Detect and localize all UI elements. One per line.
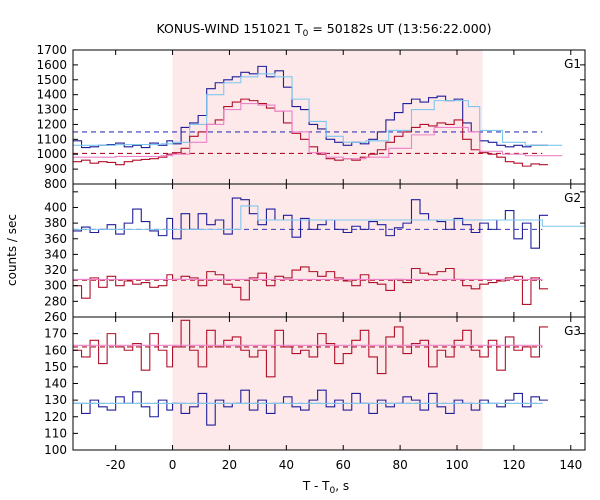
panel-label-g1: G1: [564, 57, 581, 71]
panel-label-g2: G2: [564, 191, 581, 205]
panel-g3-ytick-label-5: 150: [44, 360, 67, 374]
chart-title: KONUS-WIND 151021 T0 = 50182s UT (13:56:…: [156, 21, 491, 39]
panel-g2-ytick-label-6: 380: [44, 216, 67, 230]
axes-layer: 80090010001100120013001400150016001700G1…: [36, 43, 586, 472]
panel-g1-ytick-label-3: 1100: [36, 132, 67, 146]
panel-g2-series: [73, 197, 585, 306]
panel-g2-series-2: [73, 266, 549, 306]
xtick-label-7: 120: [502, 458, 525, 472]
panel-g2-ytick-label-5: 360: [44, 232, 67, 246]
panel-g2-ytick-label-1: 280: [44, 294, 67, 308]
xtick-label-0: -20: [106, 458, 126, 472]
panel-g3-ytick-label-3: 130: [44, 393, 67, 407]
panel-g1-ytick-label-0: 800: [44, 177, 67, 191]
panel-g2-ytick-label-2: 300: [44, 279, 67, 293]
panel-g2-ytick-label-0: 260: [44, 310, 67, 324]
panel-g1-ytick-label-6: 1400: [36, 88, 67, 102]
xtick-label-4: 60: [336, 458, 351, 472]
shaded-interval-layer: [172, 50, 483, 450]
panel-g2-series-1: [73, 205, 585, 230]
panel-g1-series: [73, 65, 563, 167]
panel-g2-ytick-label-3: 320: [44, 263, 67, 277]
panel-g3-ytick-label-0: 100: [44, 443, 67, 457]
panel-g3-series: [73, 319, 549, 426]
panel-g1-ytick-label-2: 1000: [36, 147, 67, 161]
xtick-label-5: 80: [392, 458, 407, 472]
panel-g3-ytick-label-2: 120: [44, 410, 67, 424]
xtick-label-1: 0: [169, 458, 177, 472]
series-layer: [73, 65, 585, 426]
panel-g3-series-2: [73, 319, 549, 378]
panel-g2-ytick-label-4: 340: [44, 247, 67, 261]
panel-label-g3: G3: [564, 324, 581, 338]
panel-g1-ytick-label-8: 1600: [36, 58, 67, 72]
panel-g2-ytick-label-7: 400: [44, 200, 67, 214]
panel-g2-series-0: [73, 197, 549, 249]
panel-g1-series-3: [73, 103, 563, 160]
panel-g3-ytick-label-1: 110: [44, 426, 67, 440]
xtick-label-2: 20: [222, 458, 237, 472]
y-axis-label: counts / sec: [5, 214, 19, 286]
x-axis-label: T - T0, s: [302, 479, 349, 496]
panel-g3-ytick-label-7: 170: [44, 327, 67, 341]
xtick-label-8: 140: [559, 458, 582, 472]
panel-g1-ytick-label-9: 1700: [36, 43, 67, 57]
panel-g1-series-1: [73, 73, 563, 146]
panel-g3-ytick-label-6: 160: [44, 343, 67, 357]
panel-g1-ytick-label-1: 900: [44, 162, 67, 176]
panel-g3-ytick-label-4: 140: [44, 377, 67, 391]
panel-g1-ytick-label-5: 1300: [36, 103, 67, 117]
xtick-label-3: 40: [279, 458, 294, 472]
xtick-label-6: 100: [446, 458, 469, 472]
panel-g1-ytick-label-7: 1500: [36, 73, 67, 87]
panel-g1-ytick-label-4: 1200: [36, 117, 67, 131]
shaded-interval: [172, 50, 483, 450]
